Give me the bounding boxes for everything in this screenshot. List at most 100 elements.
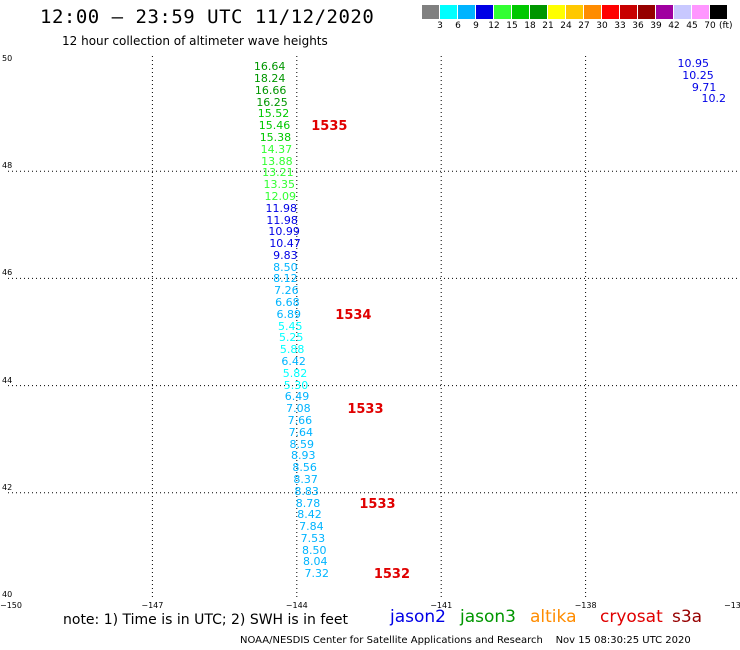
wave-height-point: 16.64 (253, 60, 286, 74)
wave-height-point: 12.09 (264, 189, 297, 203)
wave-height-point: 7.53 (300, 531, 326, 545)
color-scale-label: 3 (437, 21, 443, 31)
satellite-legend-entry: cryosat (600, 607, 663, 627)
wave-height-point: 8.93 (290, 449, 316, 463)
wave-height-point: 13.35 (263, 178, 296, 192)
color-swatch (620, 5, 637, 19)
wave-height-point: 7.84 (299, 520, 324, 534)
color-scale-label: 45 (686, 21, 698, 31)
x-tick-label: −144 (285, 601, 308, 610)
footnote: note: 1) Time is in UTC; 2) SWH is in fe… (63, 612, 349, 628)
wave-height-point: 10.2 (701, 92, 727, 106)
color-scale-label: 27 (578, 21, 590, 31)
x-tick-label: −147 (141, 601, 164, 610)
chart-title: 12:00 – 23:59 UTC 11/12/2020 (40, 6, 375, 28)
wave-height-point: 9.83 (273, 248, 298, 262)
wave-height-point: 5.88 (279, 343, 305, 357)
color-scale-label: 6 (455, 21, 461, 31)
color-scale-label: 42 (668, 21, 680, 31)
wave-height-point: 8.78 (295, 496, 321, 510)
y-tick-label: 44 (2, 375, 13, 385)
wave-height-point: 8.12 (273, 272, 298, 286)
satellite-legend-entry: jason3 (460, 607, 516, 627)
color-swatch (530, 5, 547, 19)
wave-height-point: 8.56 (292, 461, 317, 475)
wave-height-point: 6.89 (276, 307, 302, 321)
satellite-legend-entry: altika (530, 607, 577, 627)
wave-height-point: 16.25 (256, 95, 288, 109)
x-tick-label: −150 (0, 601, 22, 610)
wave-height-point: 14.37 (260, 142, 293, 156)
color-scale-label: 12 (488, 21, 500, 31)
color-swatch (656, 5, 673, 19)
wave-height-point: 11.98 (266, 213, 298, 227)
color-swatch (674, 5, 691, 19)
color-scale-label: 9 (473, 21, 479, 31)
wave-height-point: 18.24 (253, 72, 286, 85)
wave-height-point: 6.42 (281, 355, 306, 369)
wave-height-point: 11.98 (265, 201, 297, 215)
wave-height-point: 15.52 (257, 107, 290, 121)
wave-height-point: 7.26 (274, 284, 299, 298)
wave-height-point: 7.64 (288, 425, 314, 439)
color-swatch (638, 5, 655, 19)
wave-height-point: 8.50 (302, 543, 327, 557)
pass-time-label: 1534 (335, 307, 372, 323)
color-swatch (512, 5, 529, 19)
color-scale-label: 24 (560, 21, 572, 31)
y-tick-label: 50 (2, 54, 13, 63)
wave-height-point: 8.83 (294, 484, 319, 498)
wave-height-point: 8.42 (297, 508, 322, 522)
x-tick-label: −141 (430, 601, 453, 610)
wave-height-point: 13.88 (261, 154, 293, 168)
pass-time-label: 1533 (347, 402, 384, 418)
wave-height-point: 9.71 (691, 80, 717, 94)
color-scale-label: 36 (632, 21, 644, 31)
color-swatch (422, 5, 439, 19)
y-tick-label: 40 (2, 590, 13, 599)
wave-height-point: 8.50 (273, 260, 298, 274)
y-tick-label: 46 (2, 268, 13, 278)
wave-height-point: 10.99 (268, 225, 300, 239)
color-scale-label: 21 (542, 21, 554, 31)
color-swatch (692, 5, 709, 19)
wave-height-point: 13.21 (262, 166, 294, 180)
wave-height-point: 5.25 (278, 331, 304, 345)
color-swatch (494, 5, 511, 19)
color-scale-unit: (ft) (719, 21, 733, 31)
wave-height-point: 5.30 (283, 378, 309, 392)
wave-height-point: 10.25 (682, 68, 714, 82)
wave-height-point: 10.95 (677, 57, 709, 70)
y-tick-label: 42 (2, 482, 13, 492)
color-swatch (440, 5, 457, 19)
color-scale-label: 39 (650, 21, 662, 31)
wave-height-point: 5.82 (282, 366, 308, 380)
x-tick-label: −138 (574, 601, 597, 610)
y-tick-label: 48 (2, 161, 13, 171)
wave-height-point: 8.59 (289, 437, 315, 451)
wave-height-point: 7.08 (286, 402, 311, 416)
wave-height-point: 8.04 (303, 555, 328, 569)
color-swatch (566, 5, 583, 19)
wave-height-point: 5.45 (277, 319, 303, 333)
color-scale-label: 30 (596, 21, 608, 31)
color-swatch (458, 5, 475, 19)
wave-height-point: 10.47 (269, 237, 301, 251)
wave-height-point: 6.68 (275, 296, 300, 310)
color-swatch (548, 5, 565, 19)
color-scale-label: 18 (524, 21, 536, 31)
wave-height-point: 16.66 (254, 83, 287, 97)
satellite-legend-entry: jason2 (390, 607, 446, 627)
wave-height-point: 6.49 (284, 390, 310, 404)
color-swatch (710, 5, 727, 19)
wave-height-point: 8.37 (293, 472, 318, 486)
pass-time-label: 1533 (359, 496, 396, 512)
color-swatch (602, 5, 619, 19)
wave-height-point: 7.66 (287, 413, 313, 427)
color-scale-label: 33 (614, 21, 626, 31)
color-scale-label: 70 (704, 21, 716, 31)
color-swatch (584, 5, 601, 19)
pass-time-label: 1532 (373, 567, 410, 583)
pass-time-label: 1535 (311, 119, 348, 135)
